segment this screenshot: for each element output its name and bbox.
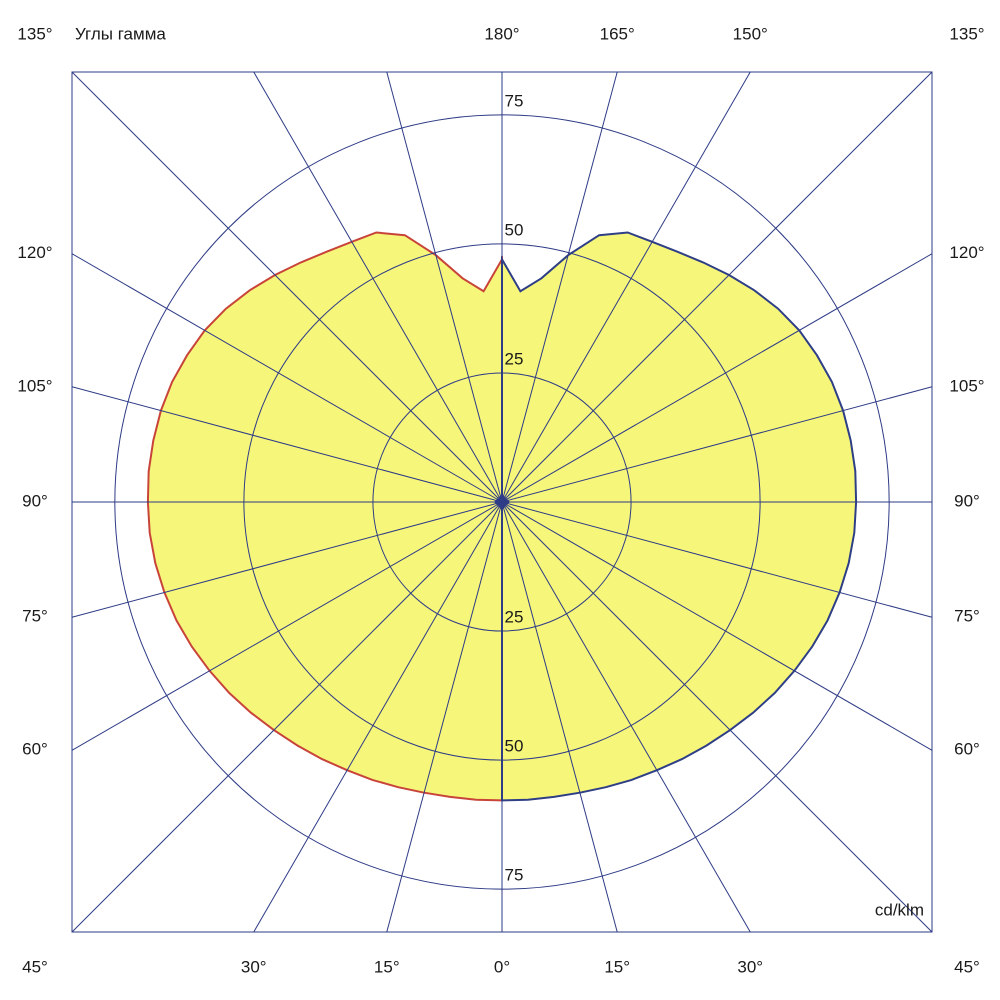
spoke <box>501 501 751 933</box>
spoke <box>501 501 933 933</box>
intensity-curve <box>501 231 858 802</box>
spoke <box>501 501 933 751</box>
angle-label: 135° <box>17 24 52 43</box>
angle-label: 75° <box>22 607 48 626</box>
angle-label: 15° <box>374 957 400 976</box>
chart-title: Углы гамма <box>75 24 166 43</box>
r-tick-label: 50 <box>505 220 524 239</box>
angle-label: 30° <box>737 957 763 976</box>
spoke <box>501 71 751 503</box>
center-marker <box>494 494 510 510</box>
angle-label: 45° <box>954 957 980 976</box>
angle-label: 165° <box>600 24 635 43</box>
labels: 25 25 50 50 75 75 0° 15° 15° 30° 30° 45° 45° 60° 60° 75… <box>17 24 984 976</box>
areas <box>146 231 858 802</box>
angle-label: 0° <box>494 957 510 976</box>
angle-label: 120° <box>17 243 52 262</box>
r-tick-label: 25 <box>505 608 524 627</box>
spoke <box>71 253 503 503</box>
r-tick-label: 50 <box>505 737 524 756</box>
spoke <box>501 71 933 503</box>
angle-label: 75° <box>954 607 980 626</box>
grid <box>71 71 933 933</box>
angle-label: 105° <box>17 376 52 395</box>
angle-label: 150° <box>733 24 768 43</box>
r-tick-label: 25 <box>505 349 524 368</box>
angle-label: 120° <box>949 243 984 262</box>
r-tick-label: 75 <box>505 866 524 885</box>
angle-label: 135° <box>949 24 984 43</box>
angle-label: 90° <box>954 491 980 510</box>
spoke <box>71 501 503 751</box>
angle-label: 60° <box>22 740 48 759</box>
intensity-curve <box>146 231 503 802</box>
angle-label: 30° <box>241 957 267 976</box>
spoke <box>501 71 618 503</box>
spoke <box>501 386 933 503</box>
spoke <box>386 71 503 503</box>
spoke <box>253 501 503 933</box>
unit-label: cd/klm <box>875 900 924 919</box>
angle-label: 90° <box>22 491 48 510</box>
spoke <box>501 501 933 618</box>
spoke <box>71 501 503 933</box>
angle-label: 105° <box>949 376 984 395</box>
spoke <box>501 253 933 503</box>
spoke <box>71 501 503 618</box>
spoke <box>386 501 503 933</box>
spoke <box>501 501 618 933</box>
angle-label: 15° <box>604 957 630 976</box>
angle-label: 180° <box>484 24 519 43</box>
angle-label: 45° <box>22 957 48 976</box>
r-tick-label: 75 <box>505 91 524 110</box>
spoke <box>71 71 503 503</box>
angle-label: 60° <box>954 740 980 759</box>
spoke <box>71 386 503 503</box>
spoke <box>253 71 503 503</box>
